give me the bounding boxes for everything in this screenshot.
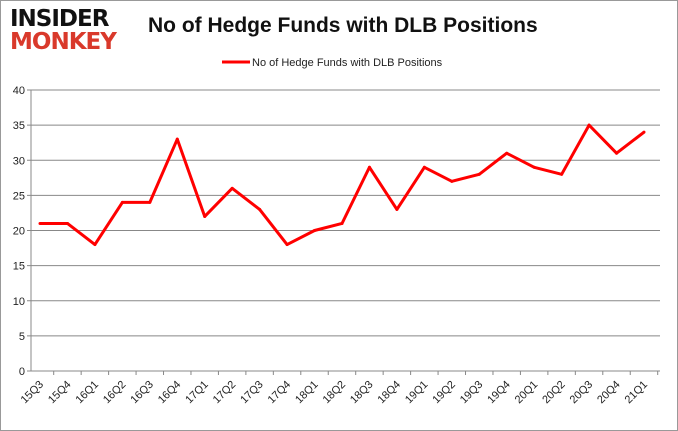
- y-tick-label: 20: [13, 226, 25, 238]
- data-point: [285, 243, 289, 247]
- y-tick-label: 15: [13, 261, 25, 273]
- data-point: [615, 151, 619, 155]
- insider-monkey-logo: INSIDER MONKEY: [10, 6, 117, 55]
- data-point: [203, 214, 207, 218]
- data-point: [642, 130, 646, 134]
- x-tick-label: 16Q4: [156, 379, 184, 407]
- data-point: [450, 179, 454, 183]
- data-point: [532, 165, 536, 169]
- data-point: [422, 165, 426, 169]
- x-tick-label: 19Q1: [403, 379, 431, 407]
- data-point: [230, 186, 234, 190]
- data-point: [587, 123, 591, 127]
- x-tick-label: 18Q4: [376, 379, 404, 407]
- x-tick-label: 15Q3: [19, 379, 47, 407]
- x-tick-label: 19Q3: [458, 379, 486, 407]
- y-tick-label: 5: [19, 331, 25, 343]
- y-tick-label: 0: [19, 366, 25, 378]
- data-point: [65, 221, 69, 225]
- data-point: [175, 137, 179, 141]
- x-tick-label: 16Q1: [74, 379, 102, 407]
- x-tick-label: 16Q2: [101, 379, 129, 407]
- legend-label: No of Hedge Funds with DLB Positions: [252, 57, 443, 69]
- data-point: [93, 243, 97, 247]
- x-tick-label: 18Q3: [348, 379, 376, 407]
- data-point: [477, 172, 481, 176]
- data-point: [340, 221, 344, 225]
- x-tick-label: 19Q2: [430, 379, 458, 407]
- x-tick-label: 20Q4: [595, 379, 623, 407]
- x-tick-label: 18Q2: [321, 379, 349, 407]
- chart-title: No of Hedge Funds with DLB Positions: [148, 14, 538, 37]
- data-point: [505, 151, 509, 155]
- x-tick-label: 17Q1: [183, 379, 211, 407]
- x-tick-label: 17Q3: [238, 379, 266, 407]
- y-tick-label: 35: [13, 120, 25, 132]
- x-tick-label: 16Q3: [128, 379, 156, 407]
- series-line: [40, 123, 645, 247]
- x-tick-label: 20Q3: [568, 379, 596, 407]
- x-tick-label: 20Q1: [513, 379, 541, 407]
- data-point: [560, 172, 564, 176]
- data-point: [313, 229, 317, 232]
- logo-line2: MONKEY: [10, 29, 117, 55]
- x-tick-label: 19Q4: [485, 379, 513, 407]
- data-point: [38, 221, 42, 225]
- data-point: [148, 200, 152, 204]
- data-point: [367, 165, 371, 169]
- y-tick-label: 25: [13, 190, 25, 202]
- x-tick-label: 15Q4: [46, 379, 74, 407]
- y-tick-label: 10: [13, 296, 25, 308]
- data-point: [258, 207, 262, 211]
- x-tick-label: 18Q1: [293, 379, 321, 407]
- x-tick-label: 21Q1: [623, 379, 651, 407]
- y-tick-label: 40: [13, 85, 25, 97]
- data-point: [395, 207, 399, 211]
- x-tick-label: 20Q2: [540, 379, 568, 407]
- logo-line1: INSIDER: [10, 6, 109, 32]
- x-tick-label: 17Q2: [211, 379, 239, 407]
- data-point: [120, 200, 124, 204]
- x-tick-label: 17Q4: [266, 379, 294, 407]
- y-tick-label: 30: [13, 155, 25, 167]
